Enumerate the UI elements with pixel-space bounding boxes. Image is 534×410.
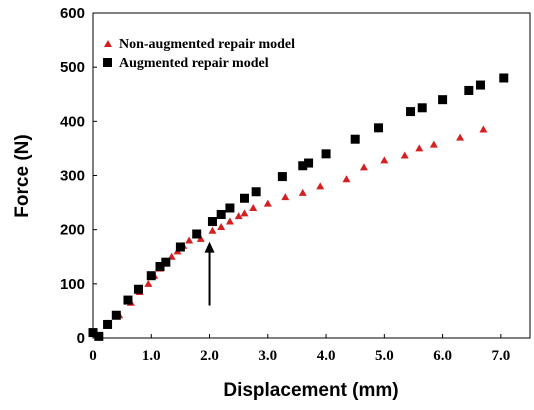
y-axis-title: Force (N) bbox=[12, 134, 33, 217]
y-tick-label: 400 bbox=[60, 113, 85, 130]
data-point bbox=[225, 203, 235, 213]
data-point bbox=[374, 123, 384, 133]
legend-label-augmented: Augmented repair model bbox=[119, 56, 269, 71]
y-tick-label: 200 bbox=[60, 222, 85, 239]
data-point bbox=[217, 222, 226, 230]
data-point bbox=[316, 182, 325, 190]
data-point bbox=[415, 144, 424, 152]
data-point bbox=[192, 229, 202, 239]
data-point bbox=[207, 217, 217, 227]
data-point bbox=[251, 187, 261, 197]
data-point bbox=[429, 140, 438, 148]
data-point bbox=[146, 271, 156, 281]
x-tick-label: 1.0 bbox=[142, 348, 161, 364]
data-point bbox=[298, 188, 307, 196]
legend-marker-augmented bbox=[103, 58, 112, 67]
y-tick-label: 600 bbox=[60, 5, 85, 22]
data-point bbox=[88, 328, 98, 338]
series-non-augmented bbox=[89, 125, 488, 337]
x-tick-label: 5.0 bbox=[375, 348, 394, 364]
data-point bbox=[342, 175, 351, 183]
arrow-head bbox=[204, 241, 215, 253]
x-tick-label: 4.0 bbox=[317, 348, 336, 364]
data-point bbox=[499, 73, 509, 83]
data-series bbox=[88, 73, 509, 341]
x-tick-label: 3.0 bbox=[258, 348, 277, 364]
legend-label-non-augmented: Non-augmented repair model bbox=[119, 37, 295, 52]
data-point bbox=[400, 151, 409, 159]
data-point bbox=[479, 125, 488, 133]
x-tick-label: 0 bbox=[89, 348, 97, 364]
data-point bbox=[234, 212, 243, 220]
data-point bbox=[208, 226, 217, 234]
data-point bbox=[456, 133, 465, 141]
data-point bbox=[240, 209, 249, 217]
y-tick-label: 300 bbox=[60, 168, 85, 185]
data-point bbox=[123, 295, 133, 305]
y-axis-ticks: 0 100 200 300 400 500 600 bbox=[60, 5, 97, 347]
y-tick-label: 0 bbox=[77, 330, 85, 347]
data-point bbox=[175, 242, 185, 252]
data-point bbox=[239, 193, 249, 203]
data-point bbox=[277, 172, 287, 182]
data-point bbox=[225, 217, 234, 225]
data-point bbox=[216, 210, 226, 219]
data-point bbox=[281, 193, 290, 201]
data-point bbox=[155, 262, 165, 271]
data-point bbox=[298, 161, 308, 171]
data-point bbox=[464, 85, 474, 95]
data-point bbox=[406, 107, 416, 117]
data-point bbox=[103, 319, 113, 329]
y-tick-label: 500 bbox=[60, 59, 85, 76]
data-point bbox=[263, 199, 272, 207]
data-point bbox=[359, 163, 368, 171]
data-point bbox=[417, 103, 427, 113]
x-tick-label: 6.0 bbox=[433, 348, 452, 364]
x-axis-ticks: 0 1.0 2.0 3.0 4.0 5.0 6.0 7.0 bbox=[89, 334, 510, 364]
data-point bbox=[94, 331, 104, 341]
data-point bbox=[185, 236, 194, 244]
data-point bbox=[475, 80, 485, 90]
data-point bbox=[380, 156, 389, 164]
data-point bbox=[321, 149, 331, 159]
data-point bbox=[111, 310, 121, 320]
data-point bbox=[161, 257, 171, 267]
x-tick-label: 7.0 bbox=[491, 348, 510, 364]
x-axis-title: Displacement (mm) bbox=[223, 380, 398, 401]
data-point bbox=[249, 204, 258, 211]
data-point bbox=[350, 134, 360, 144]
data-point bbox=[438, 95, 448, 105]
x-tick-label: 2.0 bbox=[200, 348, 219, 364]
data-point bbox=[133, 284, 143, 294]
legend-marker-non-augmented bbox=[104, 40, 112, 47]
series-augmented bbox=[88, 73, 509, 341]
y-tick-label: 100 bbox=[60, 276, 85, 293]
data-point bbox=[144, 279, 153, 287]
legend: Non-augmented repair model Augmented rep… bbox=[103, 37, 295, 71]
data-point bbox=[304, 158, 314, 168]
annotations bbox=[204, 241, 215, 306]
